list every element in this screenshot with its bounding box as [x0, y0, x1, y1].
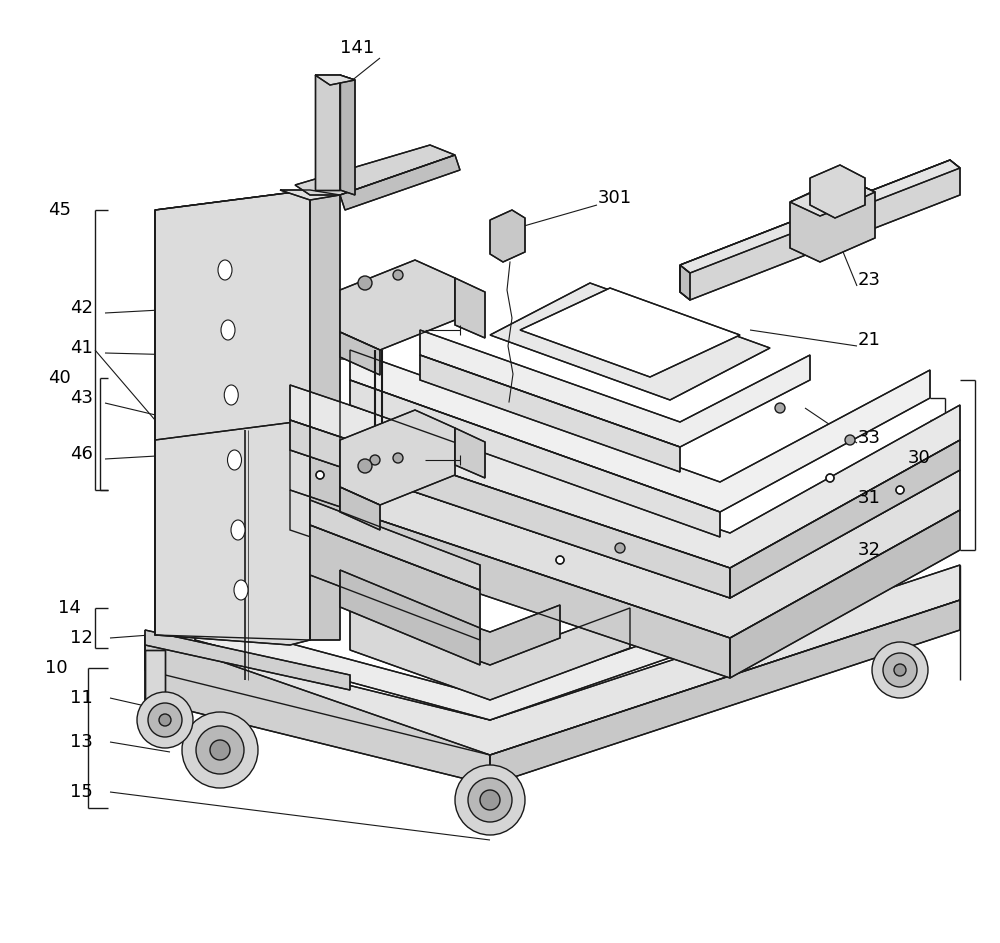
Polygon shape	[195, 555, 900, 720]
Text: 33: 33	[858, 429, 881, 447]
Polygon shape	[315, 75, 355, 85]
Polygon shape	[155, 190, 310, 645]
Polygon shape	[145, 565, 960, 755]
Ellipse shape	[234, 580, 248, 600]
Circle shape	[872, 642, 928, 698]
Text: 14: 14	[58, 599, 81, 617]
Polygon shape	[730, 440, 960, 598]
Polygon shape	[340, 260, 455, 350]
Polygon shape	[290, 450, 960, 638]
Text: 301: 301	[598, 189, 632, 207]
Text: 45: 45	[48, 201, 71, 219]
Ellipse shape	[221, 320, 235, 340]
Polygon shape	[810, 165, 865, 218]
Polygon shape	[145, 635, 490, 785]
Text: 46: 46	[70, 445, 93, 463]
Polygon shape	[310, 500, 480, 590]
Polygon shape	[290, 490, 730, 678]
Polygon shape	[490, 210, 525, 262]
Text: 31: 31	[858, 489, 881, 507]
Circle shape	[393, 453, 403, 463]
Polygon shape	[310, 525, 480, 640]
Text: 10: 10	[45, 659, 68, 677]
Polygon shape	[790, 178, 875, 216]
Circle shape	[182, 712, 258, 788]
Polygon shape	[310, 190, 340, 640]
Polygon shape	[315, 75, 340, 190]
Polygon shape	[340, 410, 455, 505]
Text: 15: 15	[70, 783, 93, 801]
Ellipse shape	[218, 260, 232, 280]
Circle shape	[137, 692, 193, 748]
Text: 21: 21	[858, 331, 881, 349]
Polygon shape	[420, 330, 810, 447]
Polygon shape	[280, 190, 340, 200]
Circle shape	[358, 276, 372, 290]
Polygon shape	[420, 605, 560, 665]
Polygon shape	[680, 160, 960, 300]
Polygon shape	[155, 190, 310, 440]
Polygon shape	[340, 487, 380, 530]
Circle shape	[455, 765, 525, 835]
Polygon shape	[145, 630, 350, 690]
Text: 32: 32	[858, 541, 881, 559]
Polygon shape	[340, 75, 355, 195]
Circle shape	[159, 714, 171, 726]
Polygon shape	[340, 332, 380, 375]
Text: 43: 43	[70, 389, 93, 407]
Polygon shape	[295, 145, 455, 195]
Circle shape	[896, 486, 904, 494]
Polygon shape	[680, 160, 960, 273]
Polygon shape	[340, 155, 460, 210]
Text: 40: 40	[48, 369, 71, 387]
Circle shape	[845, 435, 855, 445]
Polygon shape	[490, 283, 770, 400]
Circle shape	[894, 664, 906, 676]
Polygon shape	[340, 570, 480, 665]
Circle shape	[826, 474, 834, 482]
Circle shape	[480, 790, 500, 810]
Text: 30: 30	[908, 449, 931, 467]
Text: 11: 11	[70, 689, 93, 707]
Text: 13: 13	[70, 733, 93, 751]
Polygon shape	[290, 420, 730, 598]
Circle shape	[196, 726, 244, 774]
Circle shape	[358, 459, 372, 473]
Circle shape	[775, 403, 785, 413]
Text: 41: 41	[70, 339, 93, 357]
Polygon shape	[290, 385, 960, 568]
Circle shape	[393, 270, 403, 280]
Text: 23: 23	[858, 271, 881, 289]
Circle shape	[615, 543, 625, 553]
Text: 141: 141	[340, 39, 374, 57]
Polygon shape	[155, 420, 310, 640]
Polygon shape	[790, 178, 875, 262]
Polygon shape	[730, 510, 960, 678]
Polygon shape	[490, 600, 960, 785]
Text: 42: 42	[70, 299, 93, 317]
Ellipse shape	[228, 450, 242, 470]
Circle shape	[210, 740, 230, 760]
Ellipse shape	[231, 520, 245, 540]
Text: 12: 12	[70, 629, 93, 647]
Polygon shape	[455, 278, 485, 338]
Polygon shape	[680, 265, 690, 300]
Polygon shape	[420, 355, 680, 472]
Polygon shape	[350, 380, 720, 537]
Polygon shape	[350, 350, 930, 512]
Circle shape	[370, 455, 380, 465]
Polygon shape	[455, 428, 485, 478]
Circle shape	[316, 471, 324, 479]
Circle shape	[883, 653, 917, 687]
Circle shape	[556, 556, 564, 564]
Polygon shape	[350, 608, 630, 700]
Circle shape	[468, 778, 512, 822]
Ellipse shape	[224, 385, 238, 405]
Polygon shape	[520, 288, 740, 377]
Circle shape	[148, 703, 182, 737]
Polygon shape	[145, 650, 165, 710]
